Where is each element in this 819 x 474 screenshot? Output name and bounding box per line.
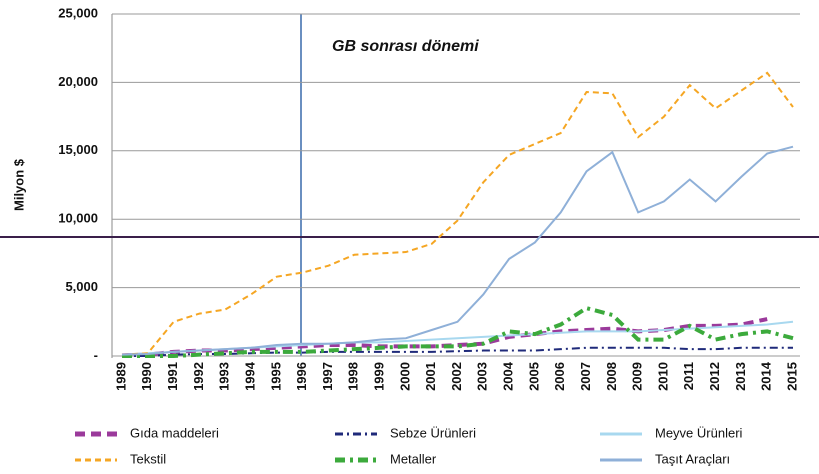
x-tick-label: 1995 (268, 362, 283, 391)
x-tick-label: 2000 (397, 362, 412, 391)
x-tick-label: 1993 (217, 362, 232, 391)
y-tick-label: 20,000 (58, 74, 98, 89)
x-tick-label: 2013 (733, 362, 748, 391)
legend-label: Sebze Ürünleri (390, 425, 476, 440)
x-tick-label: 2015 (784, 362, 799, 391)
y-tick-label: 10,000 (58, 211, 98, 226)
x-tick-label: 2001 (423, 362, 438, 391)
series-line (121, 145, 794, 356)
legend-label: Taşıt Araçları (655, 451, 730, 466)
x-tick-label: 1991 (165, 362, 180, 391)
x-tick-label: 2007 (578, 362, 593, 391)
x-tick-label: 2004 (501, 361, 516, 391)
x-tick-label: 2010 (655, 362, 670, 391)
x-tick-label: 1994 (242, 361, 257, 391)
x-tick-label: 2009 (630, 362, 645, 391)
x-tick-label: 2006 (552, 362, 567, 391)
y-tick-label: - (94, 347, 98, 362)
x-tick-label: 2014 (759, 361, 774, 391)
x-tick-label: 1997 (320, 362, 335, 391)
x-tick-label: 2003 (475, 362, 490, 391)
x-tick-label: 2008 (604, 362, 619, 391)
series-line (122, 346, 793, 357)
legend-label: Metaller (390, 451, 437, 466)
x-tick-label: 1998 (346, 362, 361, 391)
x-tick-label: 2005 (526, 362, 541, 391)
x-tick-label: 1990 (139, 362, 154, 391)
series-line (121, 71, 794, 356)
x-tick-label: 2011 (681, 362, 696, 390)
x-tick-label: 1989 (113, 362, 128, 391)
legend-label: Tekstil (130, 451, 166, 466)
x-tick-label: 2012 (707, 362, 722, 391)
series-line (122, 305, 794, 358)
x-tick-label: 1999 (372, 362, 387, 391)
y-tick-label: 25,000 (58, 5, 98, 20)
y-axis-label: Milyon $ (11, 158, 26, 211)
annotation: GB sonrası dönemi (332, 38, 479, 55)
legend-label: Meyve Ürünleri (655, 425, 743, 440)
legend-label: Gıda maddeleri (130, 425, 219, 440)
x-tick-label: 2002 (449, 362, 464, 391)
x-tick-label: 1992 (191, 362, 206, 391)
x-tick-label: 1996 (294, 362, 309, 391)
y-tick-label: 15,000 (58, 142, 98, 157)
y-tick-label: 5,000 (65, 279, 98, 294)
